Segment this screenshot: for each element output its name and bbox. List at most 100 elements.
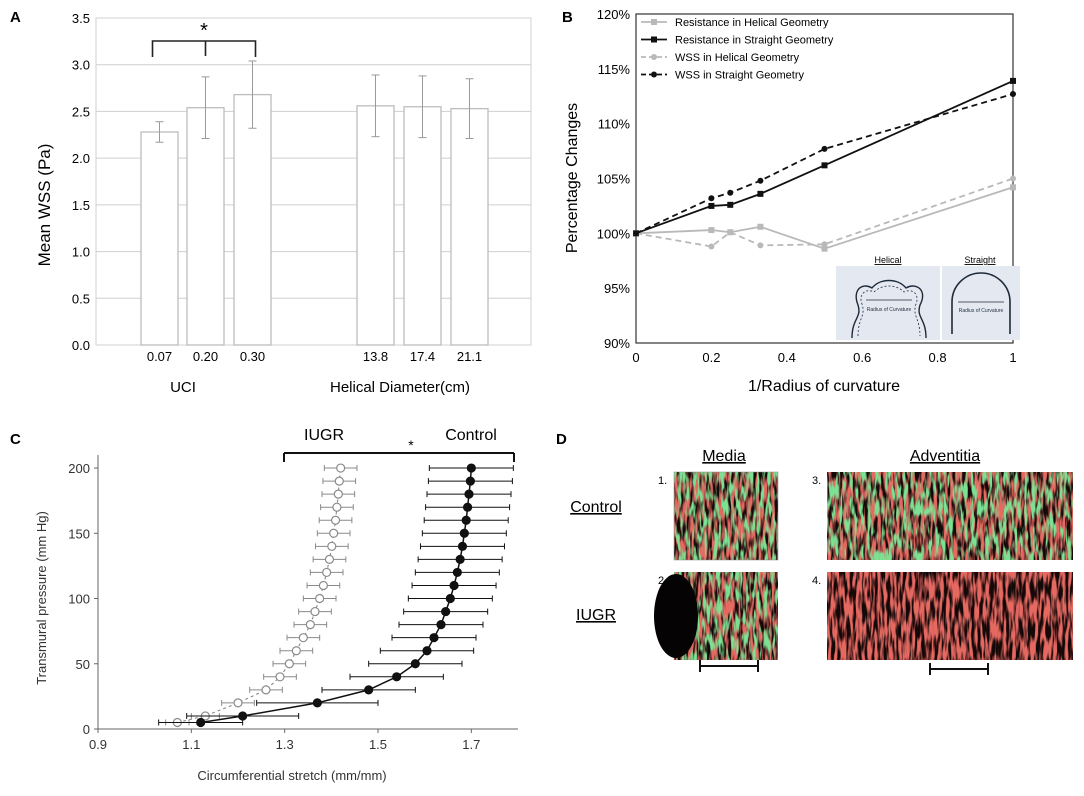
inset-straight-shape bbox=[951, 272, 1011, 334]
panel-b-xtick-4: 0.8 bbox=[929, 350, 947, 365]
inset-helical-title: Helical bbox=[874, 255, 901, 265]
panel-a-ytick-3: 1.5 bbox=[72, 198, 90, 213]
panel-d-col-adventitia: Adventitia bbox=[910, 448, 980, 465]
panel-c-point-0-19 bbox=[334, 476, 344, 486]
panel-c-point-0-7 bbox=[298, 633, 308, 643]
panel-label-d: D bbox=[556, 431, 567, 448]
panel-c: C 0 50 100 150 200 0.9 1.1 1.3 1.5 1.7 * IUGR Con… bbox=[10, 427, 518, 783]
micrograph-1 bbox=[673, 471, 779, 561]
panel-c-ytick-3: 150 bbox=[68, 526, 90, 541]
panel-c-point-0-16 bbox=[330, 515, 341, 525]
panel-b-ytick-6: 120% bbox=[597, 7, 631, 22]
panel-b-ytick-2: 100% bbox=[597, 226, 631, 241]
panel-d: D Media Adventitia Control IUGR 1. 2. 3. bbox=[556, 431, 1073, 675]
panel-c-point-0-9 bbox=[310, 606, 320, 617]
bar-13.8 bbox=[356, 105, 395, 346]
panel-d-row-iugr: IUGR bbox=[576, 607, 616, 624]
panel-c-series bbox=[158, 463, 514, 728]
panel-c-point-0-11 bbox=[318, 580, 328, 591]
panel-c-point-1-13 bbox=[455, 554, 465, 564]
panel-a-ytick-2: 1.0 bbox=[72, 245, 90, 260]
series-1-point-3 bbox=[757, 190, 764, 197]
micrograph-number-1: 1. bbox=[658, 475, 667, 487]
panel-c-point-1-9 bbox=[441, 606, 451, 617]
panel-c-axes: 0 50 100 150 200 0.9 1.1 1.3 1.5 1.7 bbox=[68, 455, 518, 752]
panel-b-xtick-2: 0.4 bbox=[778, 350, 796, 365]
panel-a-ytick-1: 0.5 bbox=[72, 291, 90, 306]
panel-c-point-1-0 bbox=[196, 717, 206, 728]
panel-c-point-1-10 bbox=[445, 593, 455, 604]
panel-c-xtick-2: 1.3 bbox=[276, 737, 294, 752]
panel-c-point-0-3 bbox=[261, 685, 271, 695]
panel-c-ylabel: Transmural pressure (mm Hg) bbox=[34, 511, 49, 685]
scale-bar-media bbox=[699, 660, 759, 672]
series-line-2 bbox=[635, 177, 1014, 248]
panel-c-ytick-2: 100 bbox=[68, 592, 90, 607]
micrograph-2 bbox=[654, 572, 778, 660]
panel-a-group-helical: Helical Diameter(cm) bbox=[330, 379, 470, 396]
bar-0.20 bbox=[186, 107, 225, 346]
panel-c-xtick-1: 1.1 bbox=[182, 737, 200, 752]
xtick-13.8: 13.8 bbox=[363, 349, 388, 364]
panel-b-xtick-1: 0.2 bbox=[702, 350, 720, 365]
legend-label-0: Resistance in Helical Geometry bbox=[675, 17, 829, 29]
panel-d-row-control: Control bbox=[570, 499, 622, 516]
panel-c-point-1-1 bbox=[238, 711, 248, 721]
panel-c-point-1-17 bbox=[463, 502, 473, 512]
bar-17.4 bbox=[403, 106, 442, 346]
panel-a: A 0.0 0.5 1.0 1.5 2.0 2.5 3.0 3.5 0.07 0.20 0.30 1… bbox=[10, 9, 532, 396]
scale-bar-adventitia bbox=[929, 663, 989, 675]
panel-c-point-1-7 bbox=[429, 633, 439, 643]
panel-c-point-1-8 bbox=[436, 620, 446, 630]
panel-c-xlabel: Circumferential stretch (mm/mm) bbox=[197, 768, 386, 783]
bar-0.07 bbox=[140, 131, 179, 346]
panel-c-point-0-15 bbox=[329, 528, 339, 538]
panel-c-point-0-17 bbox=[332, 502, 342, 512]
series-1-point-4 bbox=[821, 162, 828, 169]
legend-marker-2 bbox=[651, 54, 657, 60]
panel-b-inset: Helical Straight Radius of Curvature Rad… bbox=[836, 255, 1020, 340]
series-0-point-5 bbox=[1010, 184, 1016, 191]
panel-d-col-media: Media bbox=[702, 448, 746, 465]
panel-b-ylabel: Percentage Changes bbox=[564, 103, 581, 253]
panel-c-point-0-13 bbox=[324, 554, 335, 564]
panel-c-legend-control: Control bbox=[445, 427, 497, 444]
legend-label-1: Resistance in Straight Geometry bbox=[675, 35, 834, 47]
xtick-0.30: 0.30 bbox=[240, 349, 265, 364]
panel-c-point-1-11 bbox=[449, 580, 459, 591]
panel-c-significance-star: * bbox=[408, 437, 414, 453]
series-0-point-1 bbox=[708, 227, 715, 234]
panel-b-series bbox=[633, 77, 1016, 252]
micrograph-number-3: 3. bbox=[812, 475, 821, 487]
legend-label-3: WSS in Straight Geometry bbox=[675, 70, 804, 82]
panel-c-point-1-16 bbox=[461, 515, 471, 525]
panel-c-point-0-20 bbox=[336, 463, 346, 473]
series-2-point-4 bbox=[821, 241, 828, 248]
inset-straight-title: Straight bbox=[964, 255, 996, 265]
legend-marker-1 bbox=[651, 36, 657, 43]
panel-a-ytick-6: 3.0 bbox=[72, 58, 90, 73]
legend-marker-3 bbox=[651, 71, 657, 78]
panel-c-xtick-0: 0.9 bbox=[89, 737, 107, 752]
xtick-0.20: 0.20 bbox=[193, 349, 218, 364]
series-0-point-4 bbox=[821, 245, 828, 252]
panel-b-ytick-5: 115% bbox=[598, 62, 631, 77]
inset-helical-radius-label: Radius of Curvature bbox=[867, 307, 912, 313]
panel-c-ytick-1: 50 bbox=[76, 657, 90, 672]
panel-c-point-0-10 bbox=[315, 593, 325, 604]
panel-c-legend-iugr: IUGR bbox=[304, 427, 344, 444]
xtick-0.07: 0.07 bbox=[147, 349, 172, 364]
inset-helical-dash bbox=[857, 285, 921, 337]
series-1-point-1 bbox=[708, 202, 715, 209]
panel-c-point-1-14 bbox=[457, 541, 468, 551]
panel-c-point-1-19 bbox=[465, 476, 475, 486]
series-3-point-2 bbox=[727, 189, 734, 196]
series-3-point-1 bbox=[708, 195, 715, 202]
inset-straight-bg bbox=[942, 266, 1020, 340]
panel-b-xtick-0: 0 bbox=[632, 350, 639, 365]
series-3-point-3 bbox=[757, 177, 764, 184]
panel-a-group-uci: UCI bbox=[170, 379, 196, 396]
series-2-point-5 bbox=[1010, 175, 1016, 182]
series-line-1 bbox=[635, 80, 1014, 235]
